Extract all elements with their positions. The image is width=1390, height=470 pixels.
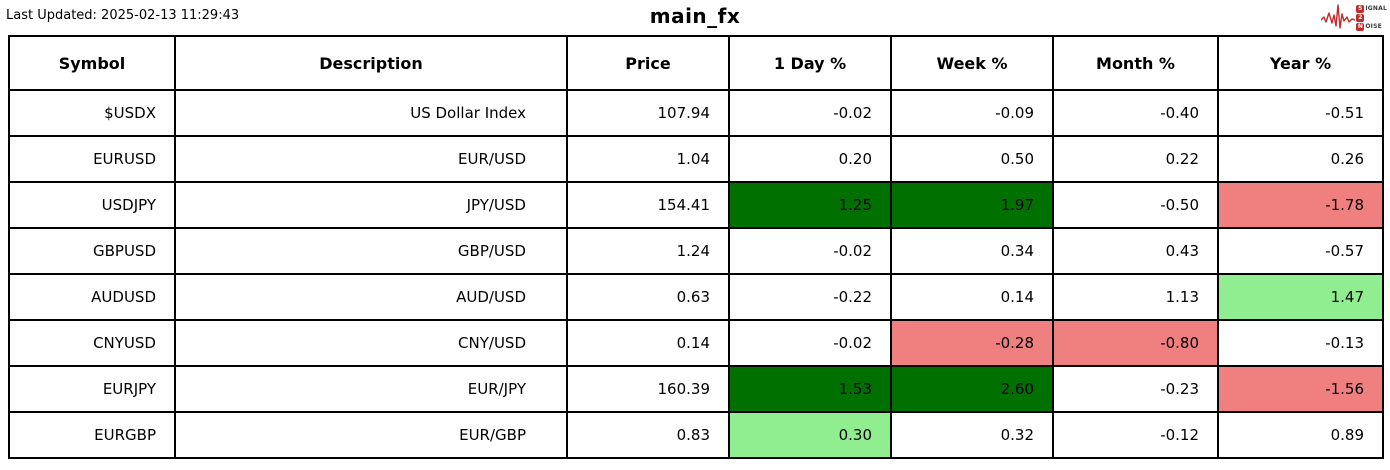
symbol-cell: USDJPY <box>8 181 176 229</box>
week-change-cell: 0.34 <box>890 227 1054 275</box>
column-header-description: Description <box>174 35 568 91</box>
week-change-cell: 0.32 <box>890 411 1054 459</box>
month-change-cell: 0.43 <box>1052 227 1219 275</box>
ekg-waveform-icon <box>1320 2 1357 34</box>
year-change-cell: -0.13 <box>1217 319 1384 367</box>
column-header-symbol: Symbol <box>8 35 176 91</box>
page-title: main_fx <box>649 4 741 28</box>
week-change-cell: 1.97 <box>890 181 1054 229</box>
header-row: Symbol Description Price 1 Day % Week % Month… <box>8 35 1384 91</box>
symbol-cell: $USDX <box>8 89 176 137</box>
signal2noise-logo: S IGNAL 2 N OISE <box>1320 2 1387 34</box>
fx-table: Symbol Description Price 1 Day % Week % Month… <box>8 35 1384 459</box>
price-cell: 0.63 <box>566 273 730 321</box>
price-cell: 154.41 <box>566 181 730 229</box>
symbol-cell: EURUSD <box>8 135 176 183</box>
price-cell: 0.83 <box>566 411 730 459</box>
logo-wordmark: S IGNAL 2 N OISE <box>1356 5 1387 31</box>
column-header-1-day-: 1 Day % <box>728 35 892 91</box>
week-change-cell: 0.50 <box>890 135 1054 183</box>
year-change-cell: 1.47 <box>1217 273 1384 321</box>
month-change-cell: -0.12 <box>1052 411 1219 459</box>
year-change-cell: -0.51 <box>1217 89 1384 137</box>
table-row-audusd: AUDUSD AUD/USD 0.63 -0.22 0.14 1.13 1.47 <box>8 273 1384 321</box>
day-change-cell: -0.02 <box>728 227 892 275</box>
year-change-cell: -1.78 <box>1217 181 1384 229</box>
month-change-cell: 1.13 <box>1052 273 1219 321</box>
symbol-cell: CNYUSD <box>8 319 176 367</box>
price-cell: 1.04 <box>566 135 730 183</box>
logo-letter-2: 2 <box>1356 14 1365 22</box>
month-change-cell: -0.40 <box>1052 89 1219 137</box>
year-change-cell: 0.26 <box>1217 135 1384 183</box>
day-change-cell: -0.02 <box>728 89 892 137</box>
column-header-price: Price <box>566 35 730 91</box>
column-header-week-: Week % <box>890 35 1054 91</box>
year-change-cell: -0.57 <box>1217 227 1384 275</box>
year-change-cell: -1.56 <box>1217 365 1384 413</box>
description-cell: AUD/USD <box>174 273 568 321</box>
logo-letter-n: N <box>1356 23 1365 31</box>
description-cell: CNY/USD <box>174 319 568 367</box>
logo-word-noise: OISE <box>1365 23 1382 30</box>
description-cell: EUR/USD <box>174 135 568 183</box>
description-cell: EUR/JPY <box>174 365 568 413</box>
description-cell: JPY/USD <box>174 181 568 229</box>
week-change-cell: 2.60 <box>890 365 1054 413</box>
top-bar: Last Updated: 2025-02-13 11:29:43 main_f… <box>0 0 1390 35</box>
logo-letter-s: S <box>1356 5 1365 13</box>
day-change-cell: -0.22 <box>728 273 892 321</box>
symbol-cell: GBPUSD <box>8 227 176 275</box>
column-header-month-: Month % <box>1052 35 1219 91</box>
table-row-eurgbp: EURGBP EUR/GBP 0.83 0.30 0.32 -0.12 0.89 <box>8 411 1384 459</box>
last-updated-timestamp: Last Updated: 2025-02-13 11:29:43 <box>6 8 240 23</box>
month-change-cell: -0.23 <box>1052 365 1219 413</box>
symbol-cell: EURJPY <box>8 365 176 413</box>
logo-word-signal: IGNAL <box>1365 5 1387 12</box>
week-change-cell: 0.14 <box>890 273 1054 321</box>
month-change-cell: 0.22 <box>1052 135 1219 183</box>
day-change-cell: 0.20 <box>728 135 892 183</box>
week-change-cell: -0.09 <box>890 89 1054 137</box>
symbol-cell: AUDUSD <box>8 273 176 321</box>
table-row-eurusd: EURUSD EUR/USD 1.04 0.20 0.50 0.22 0.26 <box>8 135 1384 183</box>
description-cell: EUR/GBP <box>174 411 568 459</box>
column-header-year-: Year % <box>1217 35 1384 91</box>
month-change-cell: -0.50 <box>1052 181 1219 229</box>
table-row-usdjpy: USDJPY JPY/USD 154.41 1.25 1.97 -0.50 -1.78 <box>8 181 1384 229</box>
day-change-cell: 0.30 <box>728 411 892 459</box>
price-cell: 1.24 <box>566 227 730 275</box>
day-change-cell: -0.02 <box>728 319 892 367</box>
week-change-cell: -0.28 <box>890 319 1054 367</box>
price-cell: 160.39 <box>566 365 730 413</box>
price-cell: 0.14 <box>566 319 730 367</box>
year-change-cell: 0.89 <box>1217 411 1384 459</box>
description-cell: GBP/USD <box>174 227 568 275</box>
table-row-cnyusd: CNYUSD CNY/USD 0.14 -0.02 -0.28 -0.80 -0.13 <box>8 319 1384 367</box>
price-cell: 107.94 <box>566 89 730 137</box>
table-row-eurjpy: EURJPY EUR/JPY 160.39 1.53 2.60 -0.23 -1.56 <box>8 365 1384 413</box>
symbol-cell: EURGBP <box>8 411 176 459</box>
day-change-cell: 1.53 <box>728 365 892 413</box>
table-row-usdx: $USDX US Dollar Index 107.94 -0.02 -0.09 -0.4… <box>8 89 1384 137</box>
table-row-gbpusd: GBPUSD GBP/USD 1.24 -0.02 0.34 0.43 -0.57 <box>8 227 1384 275</box>
day-change-cell: 1.25 <box>728 181 892 229</box>
month-change-cell: -0.80 <box>1052 319 1219 367</box>
description-cell: US Dollar Index <box>174 89 568 137</box>
